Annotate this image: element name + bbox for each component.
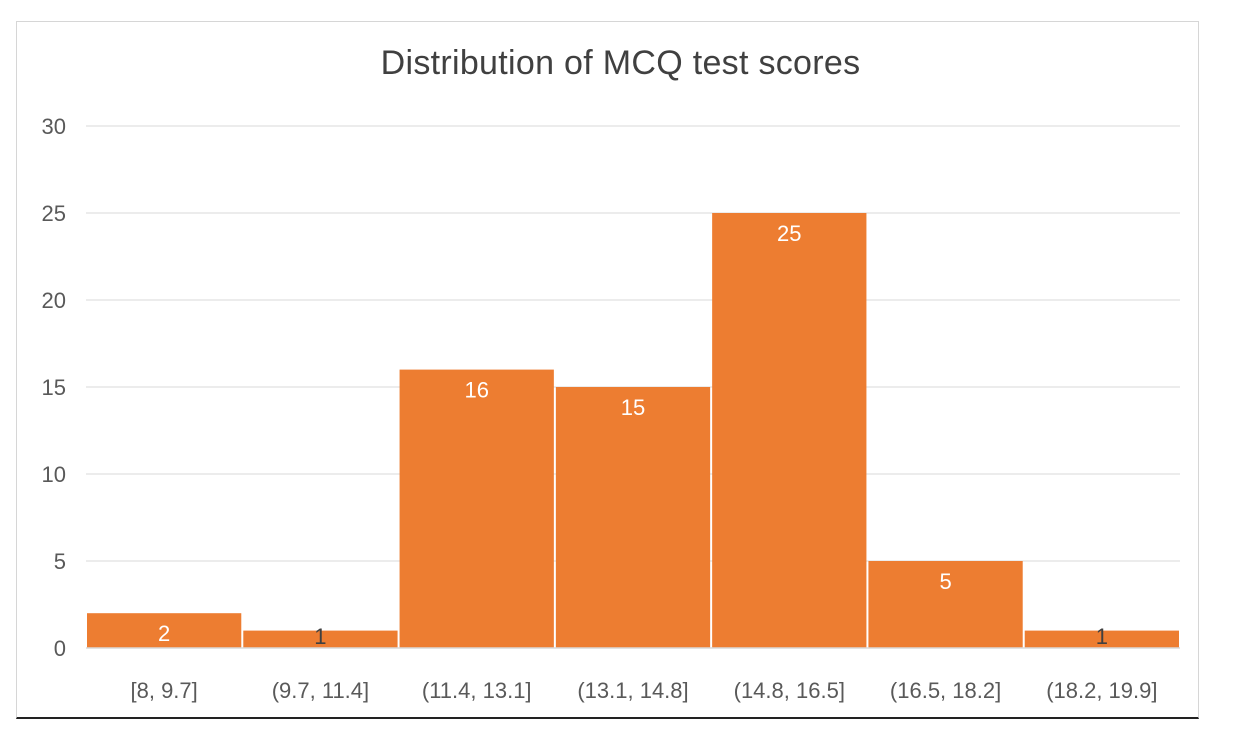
x-tick-label-1: (9.7, 11.4]	[272, 678, 369, 703]
bar-0	[87, 613, 242, 648]
y-tick-label-25: 25	[42, 201, 66, 226]
y-tick-label-10: 10	[42, 462, 66, 487]
data-label-3: 15	[621, 395, 645, 420]
bar-1	[243, 630, 398, 648]
bar-5	[868, 561, 1023, 648]
bar-2	[399, 369, 554, 648]
y-tick-label-5: 5	[54, 549, 66, 574]
x-tick-label-6: (18.2, 19.9]	[1046, 678, 1157, 703]
x-tick-label-3: (13.1, 14.8]	[577, 678, 688, 703]
x-tick-label-0: [8, 9.7]	[131, 678, 198, 703]
y-tick-label-20: 20	[42, 288, 66, 313]
bar-3	[555, 387, 711, 648]
data-label-2: 16	[464, 378, 488, 403]
data-label-6: 1	[1096, 624, 1108, 649]
bar-6	[1024, 630, 1179, 648]
x-tick-label-5: (16.5, 18.2]	[890, 678, 1001, 703]
bar-4	[712, 213, 867, 648]
y-tick-label-0: 0	[54, 636, 66, 661]
data-label-5: 5	[939, 569, 951, 594]
x-tick-label-2: (11.4, 13.1]	[422, 678, 532, 703]
y-tick-label-30: 30	[42, 114, 66, 139]
y-tick-label-15: 15	[42, 375, 66, 400]
data-label-4: 25	[777, 221, 801, 246]
data-label-0: 2	[158, 621, 170, 646]
chart-title: Distribution of MCQ test scores	[380, 44, 861, 82]
data-label-1: 1	[314, 624, 326, 649]
x-tick-label-4: (14.8, 16.5]	[734, 678, 845, 703]
